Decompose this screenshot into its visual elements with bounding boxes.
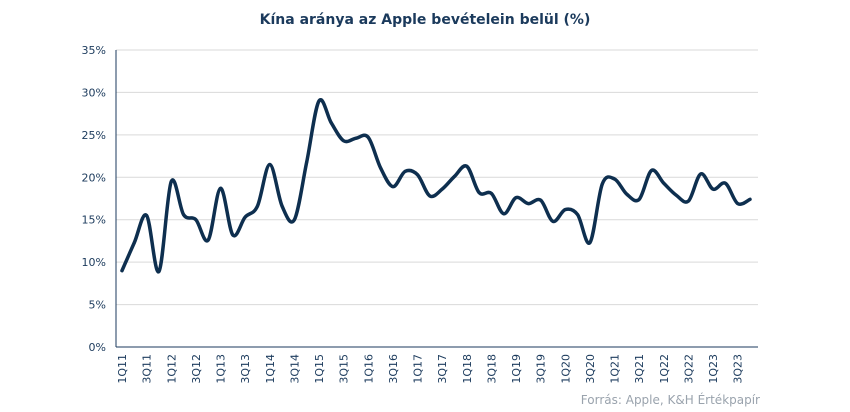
- data-point: [428, 194, 432, 198]
- data-point: [563, 208, 567, 212]
- data-point: [182, 213, 186, 217]
- y-tick-label: 10%: [82, 256, 106, 269]
- data-point: [120, 269, 124, 273]
- source-note: Forrás: Apple, K&H Értékpapír: [581, 392, 760, 407]
- y-tick-label: 5%: [89, 299, 106, 312]
- data-point: [268, 163, 272, 167]
- data-point: [329, 121, 333, 125]
- grid-lines: [116, 49, 758, 306]
- y-axis-tick-labels: 0% 5% 10% 15% 20% 25% 30% 35%: [82, 44, 106, 354]
- data-point: [416, 173, 420, 177]
- x-tick-label: 3Q23: [732, 354, 745, 384]
- x-tick-label: 1Q17: [412, 354, 425, 384]
- data-point: [613, 177, 617, 181]
- data-point: [132, 241, 136, 245]
- x-tick-label: 3Q15: [338, 354, 351, 384]
- x-tick-label: 1Q21: [609, 354, 622, 384]
- data-point: [576, 213, 580, 217]
- x-tick-label: 3Q11: [141, 354, 154, 384]
- x-tick-label: 3Q17: [436, 354, 449, 384]
- data-point: [157, 269, 161, 273]
- x-tick-label: 3Q18: [485, 354, 498, 384]
- data-point: [686, 199, 690, 203]
- data-point: [736, 202, 740, 206]
- x-tick-label: 1Q14: [264, 354, 277, 384]
- x-tick-label: 3Q19: [535, 354, 548, 384]
- data-point: [169, 180, 173, 184]
- x-tick-label: 1Q22: [658, 354, 671, 384]
- data-points: [120, 99, 752, 273]
- x-tick-label: 3Q22: [682, 354, 695, 384]
- data-point: [206, 238, 210, 242]
- data-point: [649, 168, 653, 172]
- data-point: [748, 197, 752, 201]
- data-point: [231, 233, 235, 237]
- data-point: [403, 169, 407, 173]
- series-line: [120, 97, 752, 274]
- data-point: [625, 192, 629, 196]
- data-point: [219, 186, 223, 190]
- data-point: [366, 135, 370, 139]
- x-tick-label: 3Q20: [584, 354, 597, 384]
- x-tick-label: 3Q21: [633, 354, 646, 384]
- data-point: [342, 139, 346, 143]
- data-point: [305, 160, 309, 164]
- data-point: [526, 202, 530, 206]
- x-tick-label: 1Q15: [313, 354, 326, 384]
- x-tick-label: 3Q14: [288, 354, 301, 384]
- data-point: [379, 166, 383, 170]
- data-point: [662, 181, 666, 185]
- data-point: [452, 174, 456, 178]
- data-point: [354, 136, 358, 140]
- data-point: [145, 213, 149, 217]
- y-tick-label: 30%: [82, 86, 106, 99]
- data-point: [465, 164, 469, 168]
- data-point: [243, 215, 247, 219]
- data-point: [391, 185, 395, 189]
- x-tick-label: 3Q12: [190, 354, 203, 384]
- data-point: [600, 182, 604, 186]
- data-point: [711, 187, 715, 191]
- data-point: [440, 187, 444, 191]
- data-point: [292, 218, 296, 222]
- x-tick-label: 1Q16: [362, 354, 375, 384]
- chart-title: Kína aránya az Apple bevételein belül (%…: [260, 12, 591, 28]
- x-tick-label: 1Q19: [510, 354, 523, 384]
- data-point: [502, 212, 506, 216]
- data-point: [637, 197, 641, 201]
- x-tick-label: 1Q23: [707, 354, 720, 384]
- y-tick-label: 35%: [82, 44, 106, 57]
- x-tick-label: 3Q16: [387, 354, 400, 384]
- y-tick-label: 0%: [89, 341, 106, 354]
- data-point: [674, 193, 678, 197]
- data-point: [280, 204, 284, 208]
- y-tick-label: 25%: [82, 129, 106, 142]
- x-tick-label: 1Q13: [215, 354, 228, 384]
- x-tick-label: 1Q18: [461, 354, 474, 384]
- x-axis-tick-labels: 1Q11 3Q11 1Q12 3Q12 1Q13 3Q13 1Q14 3Q14 1Q15 3Q15…: [116, 354, 745, 384]
- data-point: [588, 241, 592, 245]
- data-point: [317, 99, 321, 103]
- data-point: [723, 181, 727, 185]
- x-tick-label: 3Q13: [239, 354, 252, 384]
- data-point: [699, 172, 703, 176]
- x-tick-label: 1Q12: [165, 354, 178, 384]
- x-tick-label: 1Q11: [116, 354, 129, 384]
- data-point: [477, 191, 481, 195]
- y-tick-label: 20%: [82, 171, 106, 184]
- data-point: [514, 196, 518, 200]
- data-point: [255, 204, 259, 208]
- data-point: [489, 191, 493, 195]
- y-tick-label: 15%: [82, 214, 106, 227]
- data-point: [539, 198, 543, 202]
- data-point: [551, 219, 555, 223]
- x-tick-label: 1Q20: [559, 354, 572, 384]
- data-point: [194, 218, 198, 222]
